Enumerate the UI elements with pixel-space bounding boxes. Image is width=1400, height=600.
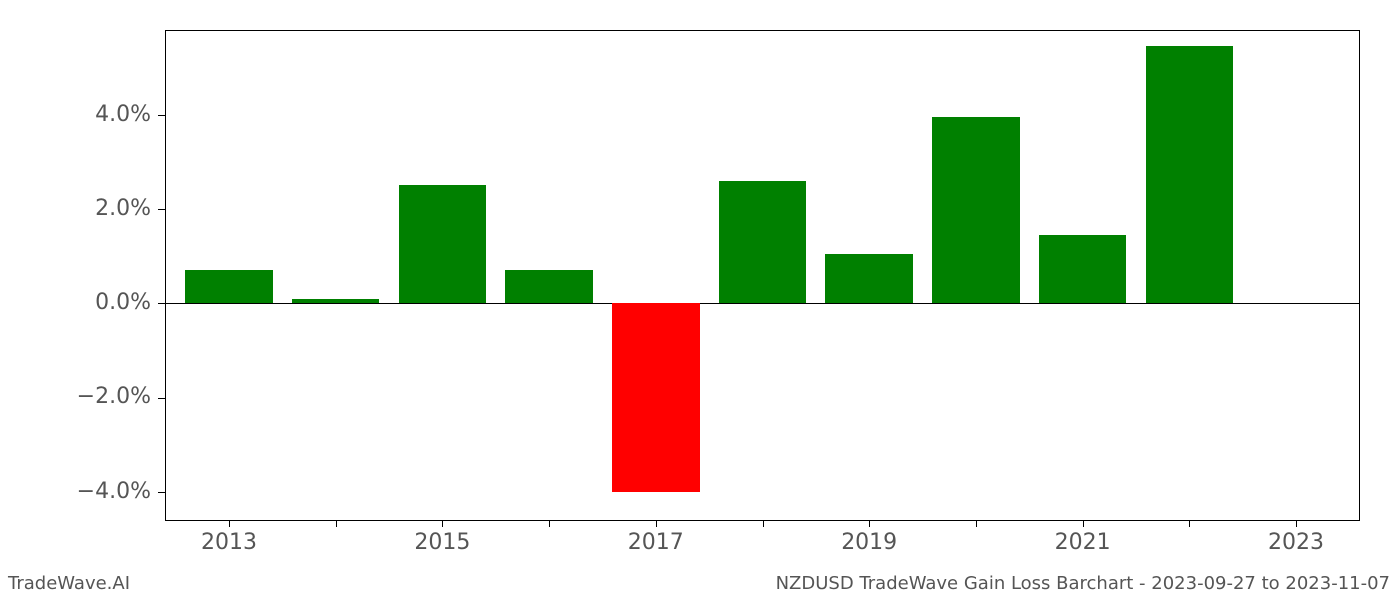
xtick-mark: [656, 520, 657, 527]
bar: [825, 254, 912, 303]
gain-loss-barchart: TradeWave.AI NZDUSD TradeWave Gain Loss …: [0, 0, 1400, 600]
watermark-left: TradeWave.AI: [8, 573, 130, 594]
bar: [719, 181, 806, 304]
ytick-mark: [158, 209, 165, 210]
xtick-mark: [336, 520, 337, 527]
bar: [932, 117, 1019, 303]
xtick-mark: [549, 520, 550, 527]
xtick-label: 2013: [189, 530, 269, 555]
bar: [399, 185, 486, 303]
xtick-label: 2021: [1043, 530, 1123, 555]
bar: [1146, 46, 1233, 303]
bar: [612, 303, 699, 491]
bar: [185, 270, 272, 303]
xtick-label: 2023: [1256, 530, 1336, 555]
ytick-mark: [158, 398, 165, 399]
bottom-spine: [165, 520, 1360, 521]
ytick-mark: [158, 492, 165, 493]
xtick-mark: [229, 520, 230, 527]
xtick-mark: [1296, 520, 1297, 527]
bar: [1039, 235, 1126, 303]
ytick-label: 4.0%: [0, 102, 151, 127]
zero-line: [165, 303, 1360, 304]
ytick-label: −2.0%: [0, 384, 151, 409]
ytick-mark: [158, 303, 165, 304]
left-spine: [165, 30, 166, 520]
chart-caption: NZDUSD TradeWave Gain Loss Barchart - 20…: [776, 573, 1390, 594]
ytick-label: −4.0%: [0, 479, 151, 504]
bar: [292, 299, 379, 304]
xtick-label: 2019: [829, 530, 909, 555]
ytick-label: 2.0%: [0, 196, 151, 221]
ytick-mark: [158, 115, 165, 116]
xtick-label: 2015: [402, 530, 482, 555]
xtick-mark: [1189, 520, 1190, 527]
bar: [505, 270, 592, 303]
xtick-mark: [442, 520, 443, 527]
ytick-label: 0.0%: [0, 290, 151, 315]
xtick-mark: [976, 520, 977, 527]
xtick-mark: [763, 520, 764, 527]
xtick-mark: [869, 520, 870, 527]
xtick-label: 2017: [616, 530, 696, 555]
xtick-mark: [1083, 520, 1084, 527]
